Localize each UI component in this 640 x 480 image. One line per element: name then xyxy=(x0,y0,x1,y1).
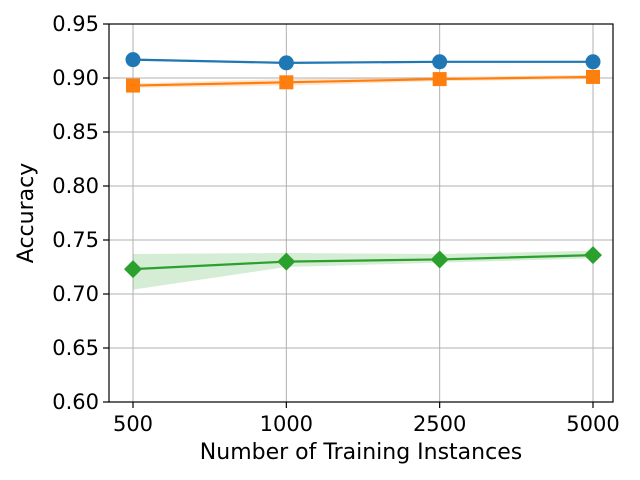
series-1-line xyxy=(132,58,593,64)
plot-frame xyxy=(108,23,614,403)
x-tick-label: 500 xyxy=(113,412,153,436)
y-tick-label: 0.85 xyxy=(52,120,99,144)
x-axis-label: Number of Training Instances xyxy=(200,440,522,465)
y-tick-label: 0.70 xyxy=(52,282,99,306)
series-2-point xyxy=(432,72,447,87)
x-tick-label: 5000 xyxy=(566,412,619,436)
series-markers xyxy=(124,52,602,279)
y-tick-label: 0.60 xyxy=(52,390,99,414)
series-2-point xyxy=(586,69,600,84)
series-2-line xyxy=(132,75,594,87)
x-tick-label: 1000 xyxy=(260,412,313,436)
y-tick-label: 0.95 xyxy=(52,12,99,36)
series-3-line xyxy=(132,254,594,271)
series-lines xyxy=(132,58,594,271)
series-3-point xyxy=(584,246,602,265)
series-2-point xyxy=(126,78,140,93)
series-3-band xyxy=(133,250,593,290)
x-tick-label: 2500 xyxy=(413,412,466,436)
series-1-point xyxy=(125,52,141,68)
y-tick-label: 0.75 xyxy=(52,228,99,252)
series-1-point xyxy=(585,54,601,70)
y-tick-label: 0.80 xyxy=(52,174,99,198)
series-1-point xyxy=(278,55,294,71)
y-tick-label: 0.65 xyxy=(52,336,99,360)
series-1-point xyxy=(432,54,448,70)
y-axis-label: Accuracy xyxy=(14,163,39,263)
series-3-point xyxy=(124,260,142,279)
y-tick-label: 0.90 xyxy=(52,66,99,90)
series-3-point xyxy=(277,252,296,271)
tick-layer: 500 1000 2500 5000 0.60 0.65 0.70 0.75 0.80 0.85 0… xyxy=(52,12,619,436)
series-2-point xyxy=(279,75,294,90)
confidence-bands xyxy=(133,58,593,290)
series-3-point xyxy=(430,250,449,269)
